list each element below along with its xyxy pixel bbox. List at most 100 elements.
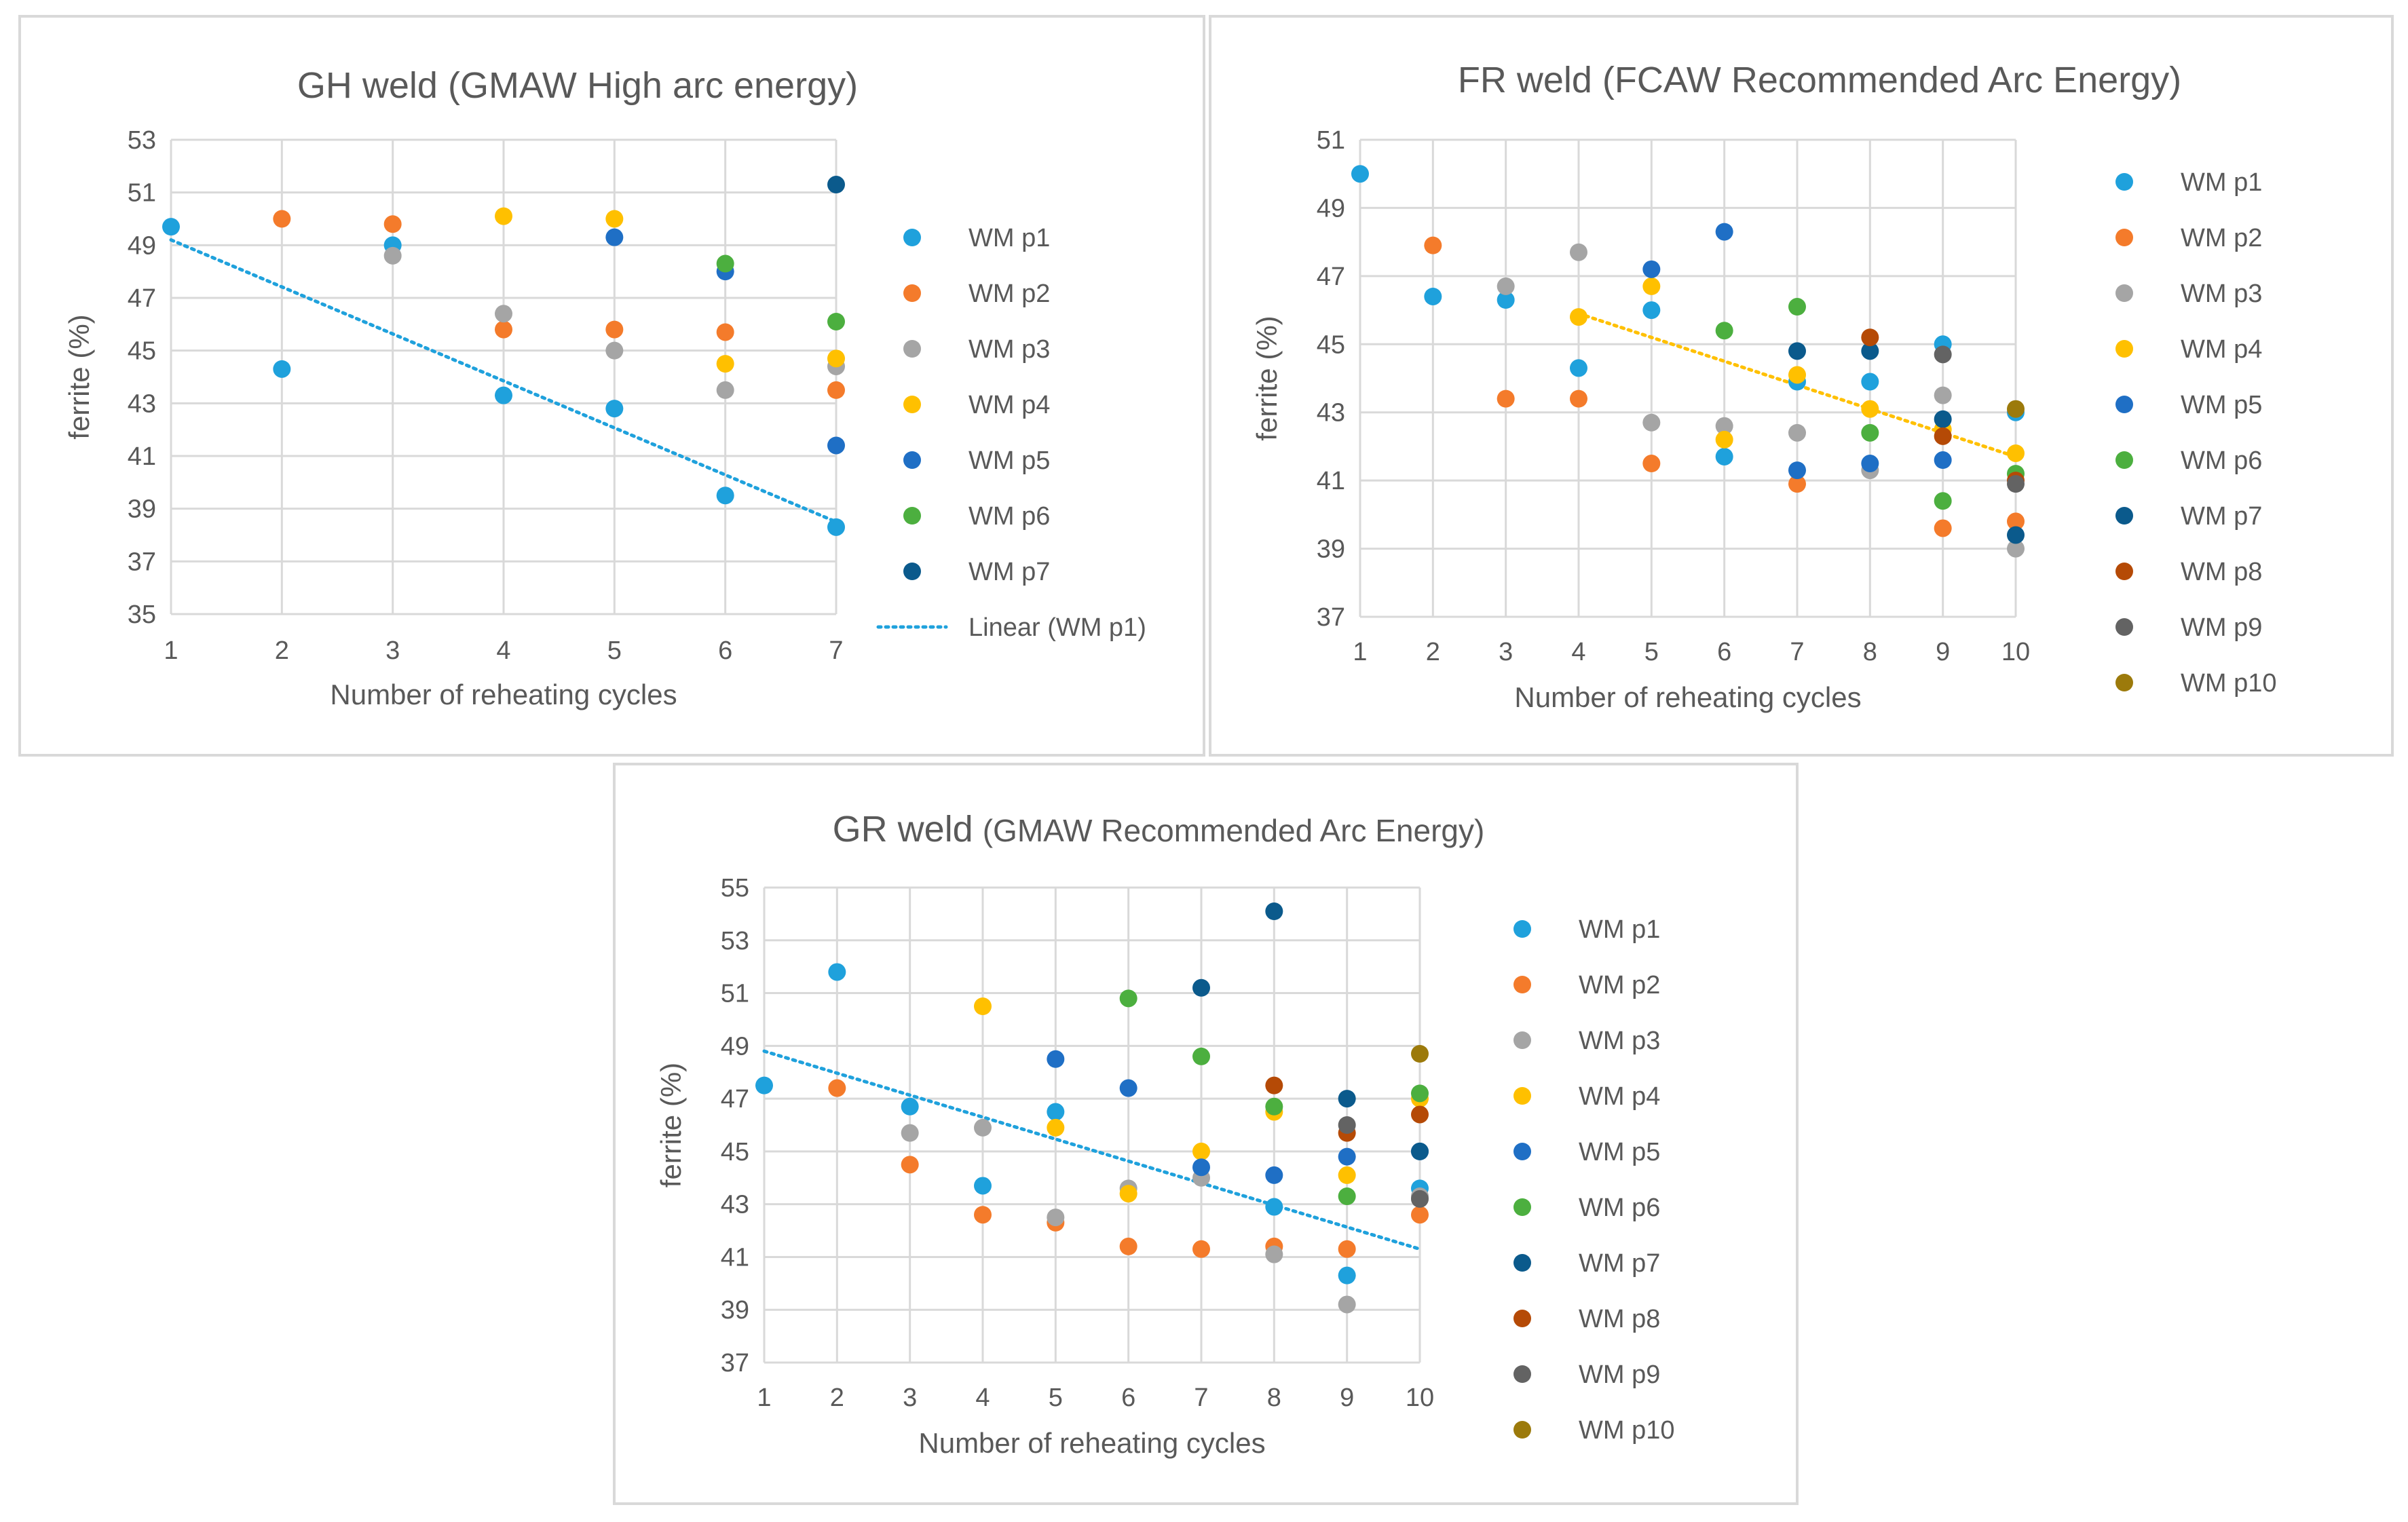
series-wm-p7 bbox=[827, 176, 845, 194]
legend-marker-wm-p8 bbox=[1513, 1310, 1531, 1327]
data-point-wm-p1 bbox=[495, 386, 512, 404]
legend-label: WM p7 bbox=[1579, 1249, 1660, 1278]
data-point-wm-p2 bbox=[716, 323, 734, 341]
x-axis-label: Number of reheating cycles bbox=[330, 679, 677, 710]
data-point-wm-p2 bbox=[827, 381, 845, 399]
data-point-wm-p7 bbox=[1861, 342, 1879, 360]
x-tick-label: 5 bbox=[1644, 638, 1659, 666]
data-point-wm-p3 bbox=[495, 305, 512, 323]
series-wm-p1 bbox=[1351, 165, 2025, 465]
legend-label: WM p5 bbox=[1579, 1138, 1660, 1166]
data-point-wm-p2 bbox=[1411, 1206, 1429, 1224]
data-point-wm-p2 bbox=[2007, 512, 2025, 531]
data-point-wm-p4 bbox=[1788, 366, 1806, 384]
y-tick-label: 49 bbox=[128, 231, 156, 260]
data-point-wm-p3 bbox=[383, 246, 402, 265]
x-tick-label: 3 bbox=[1499, 638, 1513, 666]
data-point-wm-p2 bbox=[1119, 1237, 1137, 1255]
x-tick-label: 7 bbox=[1194, 1384, 1208, 1412]
data-point-wm-p4 bbox=[1192, 1142, 1210, 1160]
chart-panel-gh: GH weld (GMAW High arc energy) 35 37 39 41 43… bbox=[18, 15, 1205, 757]
trendline bbox=[762, 1049, 1422, 1251]
series-wm-p9 bbox=[1934, 345, 2025, 493]
legend-marker-wm-p3 bbox=[2115, 284, 2133, 302]
series-wm-p3 bbox=[1497, 243, 2025, 558]
series-wm-p6 bbox=[716, 254, 845, 330]
data-point-wm-p6 bbox=[1788, 298, 1806, 316]
data-point-wm-p3 bbox=[1570, 243, 1587, 261]
y-tick-label: 45 bbox=[721, 1138, 749, 1166]
legend-label: WM p6 bbox=[968, 502, 1050, 531]
y-tick-label: 53 bbox=[721, 927, 749, 955]
legend-label: WM p7 bbox=[2181, 502, 2262, 531]
legend-label: WM p9 bbox=[1579, 1361, 1660, 1389]
data-point-wm-p4 bbox=[974, 997, 992, 1015]
legend-label: WM p4 bbox=[2181, 335, 2262, 364]
data-point-wm-p9 bbox=[2007, 475, 2025, 493]
legend-marker-wm-p4 bbox=[1513, 1087, 1531, 1105]
data-point-wm-p9 bbox=[1934, 345, 1952, 364]
data-point-wm-p2 bbox=[1424, 236, 1442, 254]
y-tick-label: 37 bbox=[721, 1349, 749, 1377]
x-tick-label: 2 bbox=[1426, 638, 1440, 666]
y-tick-label: 47 bbox=[1317, 263, 1345, 291]
legend-label: WM p5 bbox=[2181, 391, 2262, 419]
data-point-wm-p6 bbox=[1265, 1097, 1283, 1116]
data-point-wm-p1 bbox=[605, 400, 624, 418]
series-wm-p9 bbox=[1338, 1116, 1429, 1208]
chart-panel-gr: GR weld (GMAW Recommended Arc Energy) 37 39… bbox=[613, 763, 1799, 1505]
chart-panel-fr: FR weld (FCAW Recommended Arc Energy) 37 3… bbox=[1209, 15, 2394, 757]
data-point-wm-p2 bbox=[1192, 1240, 1210, 1258]
x-tick-label: 4 bbox=[975, 1384, 990, 1412]
x-tick-label: 1 bbox=[757, 1384, 771, 1412]
data-point-wm-p1 bbox=[901, 1097, 919, 1116]
data-point-wm-p1 bbox=[1265, 1198, 1283, 1216]
legend-marker-wm-p2 bbox=[1513, 976, 1531, 993]
x-tick-label: 2 bbox=[830, 1384, 844, 1412]
data-point-wm-p1 bbox=[1424, 287, 1442, 305]
data-point-wm-p3 bbox=[605, 341, 624, 360]
x-tick-label: 9 bbox=[1340, 1384, 1354, 1412]
data-point-wm-p1 bbox=[1351, 165, 1369, 183]
x-axis-label: Number of reheating cycles bbox=[918, 1427, 1265, 1459]
data-point-wm-p5 bbox=[1934, 451, 1952, 470]
x-tick-label: 10 bbox=[1406, 1384, 1434, 1412]
data-point-wm-p4 bbox=[605, 210, 624, 228]
x-tick-label: 7 bbox=[829, 636, 843, 665]
data-point-wm-p3 bbox=[716, 381, 734, 399]
y-axis-label: ferrite (%) bbox=[63, 314, 95, 439]
legend-marker-wm-p10 bbox=[1513, 1421, 1531, 1439]
gridlines bbox=[763, 886, 1421, 1364]
data-point-wm-p6 bbox=[827, 312, 845, 330]
y-tick-label: 51 bbox=[128, 179, 156, 208]
data-point-wm-p1 bbox=[1047, 1103, 1065, 1121]
legend-label: WM p8 bbox=[2181, 558, 2262, 586]
data-point-wm-p7 bbox=[1265, 902, 1283, 920]
data-point-wm-p9 bbox=[1338, 1116, 1356, 1134]
data-point-wm-p6 bbox=[1715, 322, 1733, 340]
x-tick-label: 10 bbox=[2001, 638, 2030, 666]
legend-marker-wm-p2 bbox=[2115, 229, 2133, 246]
y-tick-label: 51 bbox=[1317, 126, 1345, 155]
x-axis-label: Number of reheating cycles bbox=[1514, 681, 1861, 713]
data-point-wm-p2 bbox=[273, 210, 291, 228]
data-point-wm-p3 bbox=[1934, 386, 1952, 404]
y-tick-label: 49 bbox=[721, 1032, 749, 1061]
data-point-wm-p4 bbox=[1861, 400, 1879, 418]
legend: WM p1 WM p2 WM p3 WM p4 WM p5 WM p6 WM p7 Linea… bbox=[876, 224, 1146, 642]
data-point-wm-p4 bbox=[1119, 1185, 1137, 1203]
y-tick-label: 43 bbox=[721, 1191, 749, 1219]
series-wm-p10 bbox=[1411, 1045, 1429, 1063]
y-tick-label: 39 bbox=[721, 1296, 749, 1325]
legend-marker-wm-p10 bbox=[2115, 674, 2133, 691]
data-point-wm-p3 bbox=[1715, 417, 1733, 435]
y-axis-label: ferrite (%) bbox=[655, 1063, 687, 1187]
gridlines bbox=[1359, 138, 2017, 618]
gr-weld-chart: GR weld (GMAW Recommended Arc Energy)3739… bbox=[655, 809, 1674, 1459]
data-point-wm-p2 bbox=[605, 320, 624, 339]
data-point-wm-p1 bbox=[1570, 359, 1587, 377]
legend-label: WM p5 bbox=[968, 446, 1050, 475]
fr-weld-chart: FR weld (FCAW Recommended Arc Energy)373… bbox=[1251, 60, 2276, 713]
data-point-wm-p3 bbox=[1338, 1295, 1356, 1314]
chart-subtitle: (GMAW Recommended Arc Energy) bbox=[983, 813, 1485, 848]
